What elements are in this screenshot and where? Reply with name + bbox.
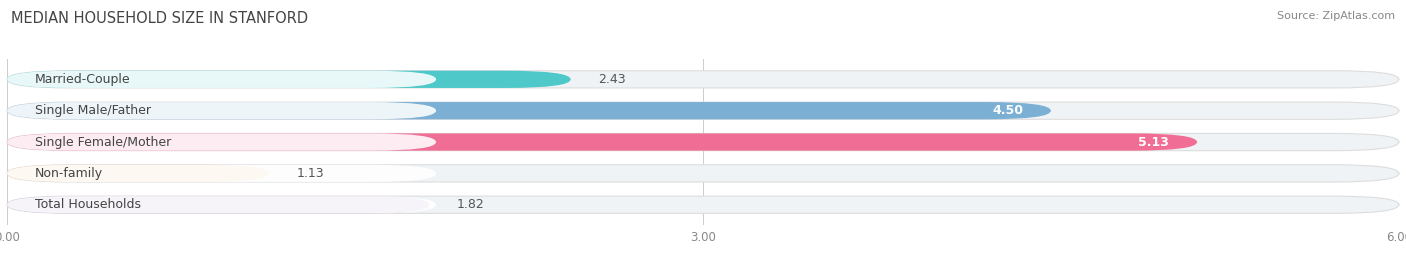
FancyBboxPatch shape: [7, 133, 1399, 151]
FancyBboxPatch shape: [7, 165, 436, 182]
Text: Total Households: Total Households: [35, 198, 141, 211]
FancyBboxPatch shape: [7, 71, 571, 88]
Text: Single Female/Mother: Single Female/Mother: [35, 136, 172, 148]
FancyBboxPatch shape: [7, 165, 1399, 182]
FancyBboxPatch shape: [7, 133, 436, 151]
FancyBboxPatch shape: [7, 196, 436, 213]
Text: Single Male/Father: Single Male/Father: [35, 104, 150, 117]
Text: Non-family: Non-family: [35, 167, 103, 180]
FancyBboxPatch shape: [7, 102, 1050, 119]
Text: Married-Couple: Married-Couple: [35, 73, 131, 86]
FancyBboxPatch shape: [7, 71, 436, 88]
FancyBboxPatch shape: [7, 196, 1399, 213]
Text: 1.13: 1.13: [297, 167, 325, 180]
Text: Source: ZipAtlas.com: Source: ZipAtlas.com: [1277, 11, 1395, 21]
Text: 4.50: 4.50: [993, 104, 1024, 117]
Text: MEDIAN HOUSEHOLD SIZE IN STANFORD: MEDIAN HOUSEHOLD SIZE IN STANFORD: [11, 11, 308, 26]
FancyBboxPatch shape: [7, 165, 269, 182]
FancyBboxPatch shape: [7, 102, 436, 119]
Text: 2.43: 2.43: [599, 73, 626, 86]
Text: 1.82: 1.82: [457, 198, 485, 211]
Text: 5.13: 5.13: [1139, 136, 1170, 148]
FancyBboxPatch shape: [7, 196, 429, 213]
FancyBboxPatch shape: [7, 71, 1399, 88]
FancyBboxPatch shape: [7, 102, 1399, 119]
FancyBboxPatch shape: [7, 133, 1197, 151]
